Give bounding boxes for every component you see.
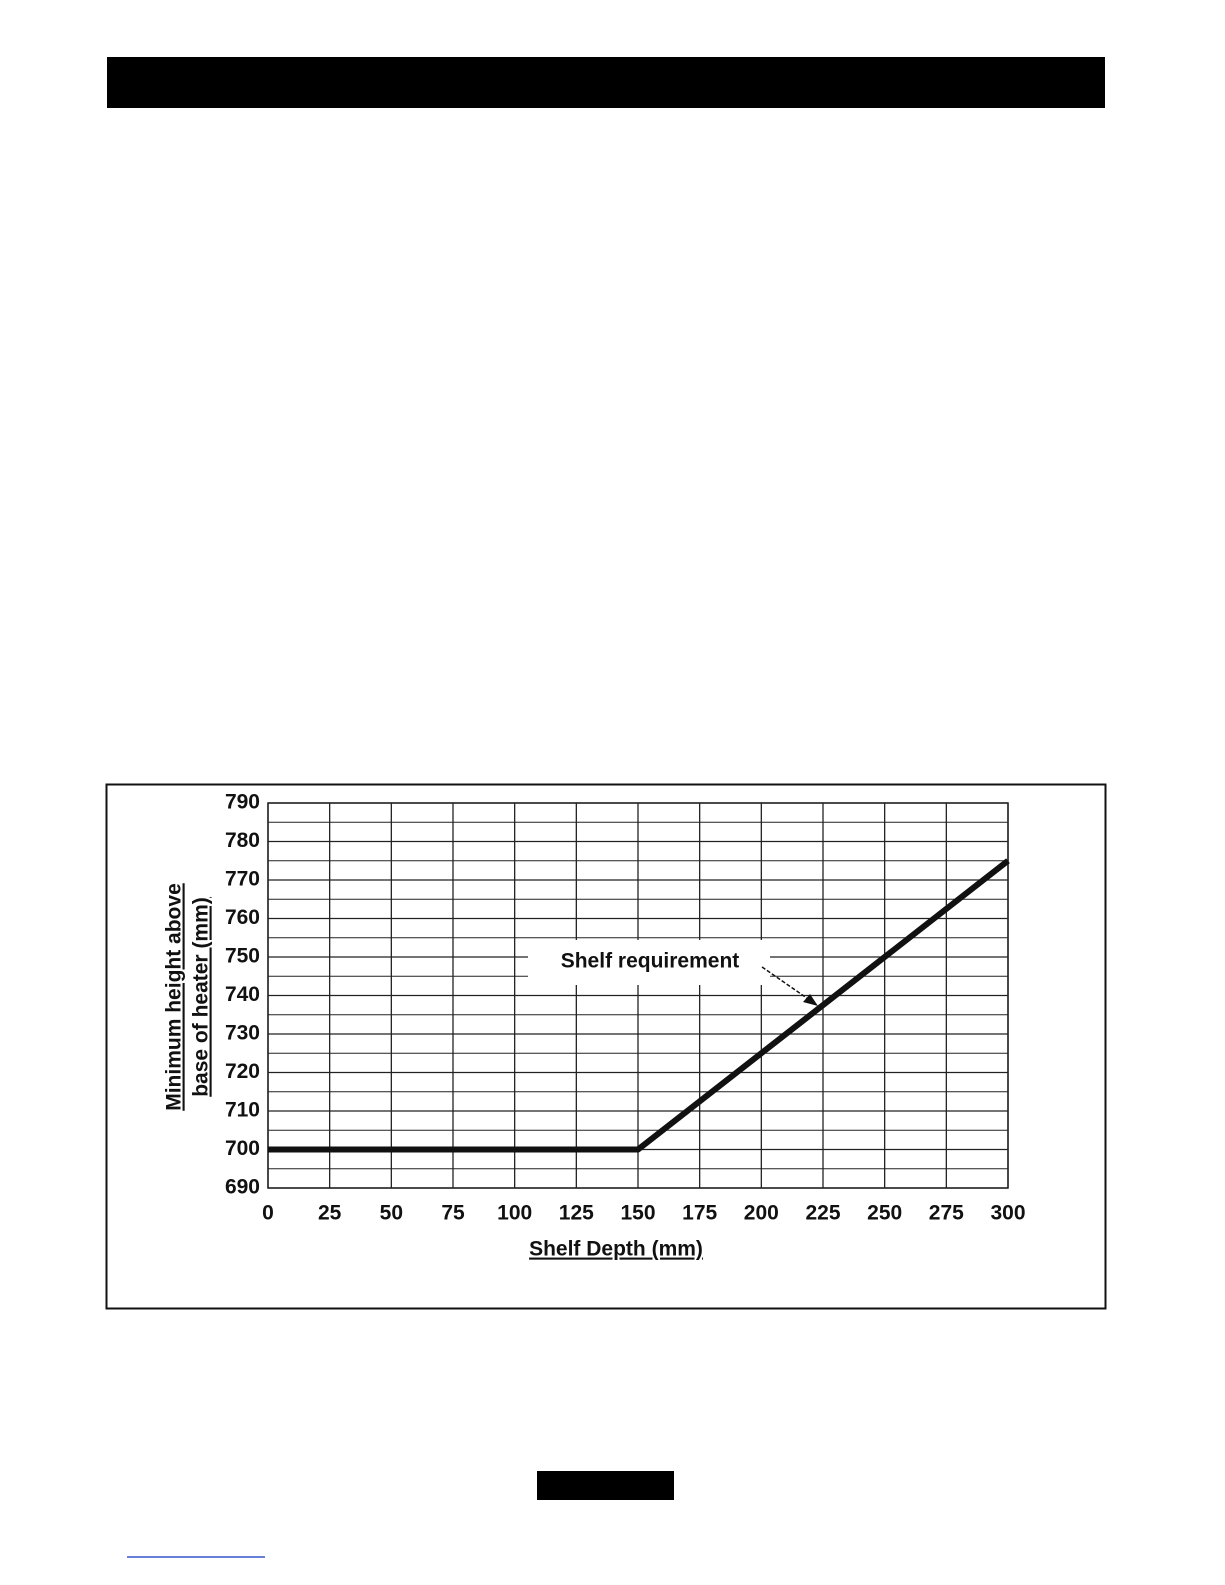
plot-border	[267, 802, 1009, 1189]
x-tick-label: 100	[497, 1202, 532, 1225]
x-tick-label: 275	[929, 1202, 964, 1225]
chart-frame	[105, 783, 1107, 1310]
x-tick-label: 150	[620, 1202, 655, 1225]
y-tick-label: 760	[225, 906, 260, 929]
x-tick-label: 300	[990, 1202, 1025, 1225]
annotation-arrow	[761, 966, 815, 1004]
y-axis-label: Minimum height above	[163, 883, 186, 1111]
y-tick-label: 750	[225, 945, 260, 968]
annotation-box	[528, 940, 770, 985]
y-tick-label: 700	[225, 1137, 260, 1160]
y-tick-label: 720	[225, 1060, 260, 1083]
y-tick-label: 710	[225, 1099, 260, 1122]
y-tick-label: 690	[225, 1176, 260, 1199]
x-tick-label: 50	[380, 1202, 403, 1225]
x-tick-label: 75	[441, 1202, 465, 1225]
header-bar	[107, 57, 1105, 108]
x-tick-label: 200	[744, 1202, 779, 1225]
data-line	[268, 858, 1010, 1153]
arrow-head	[803, 994, 818, 1006]
y-tick-label: 790	[225, 791, 260, 814]
x-tick-label: 175	[682, 1202, 717, 1225]
annotation-text: Shelf requirement	[561, 950, 740, 973]
plot: 690 700 710 720 730 740 750 760 770 780 790 0 25 50 75…	[163, 791, 1026, 1261]
x-tick-label: 125	[559, 1202, 594, 1225]
x-tick-label: 25	[318, 1202, 342, 1225]
y-tick-label: 730	[225, 1022, 260, 1045]
x-axis-label: Shelf Depth (mm)	[529, 1238, 703, 1261]
y-tick-label: 740	[225, 983, 260, 1006]
x-tick-label: 0	[262, 1202, 274, 1225]
y-tick-label: 780	[225, 829, 260, 852]
y-axis-label: base of heater (mm)	[190, 897, 213, 1097]
x-tick-label: 250	[867, 1202, 902, 1225]
footer-bar	[537, 1471, 674, 1500]
y-tick-label: 770	[225, 868, 260, 891]
x-tick-label: 225	[805, 1202, 840, 1225]
